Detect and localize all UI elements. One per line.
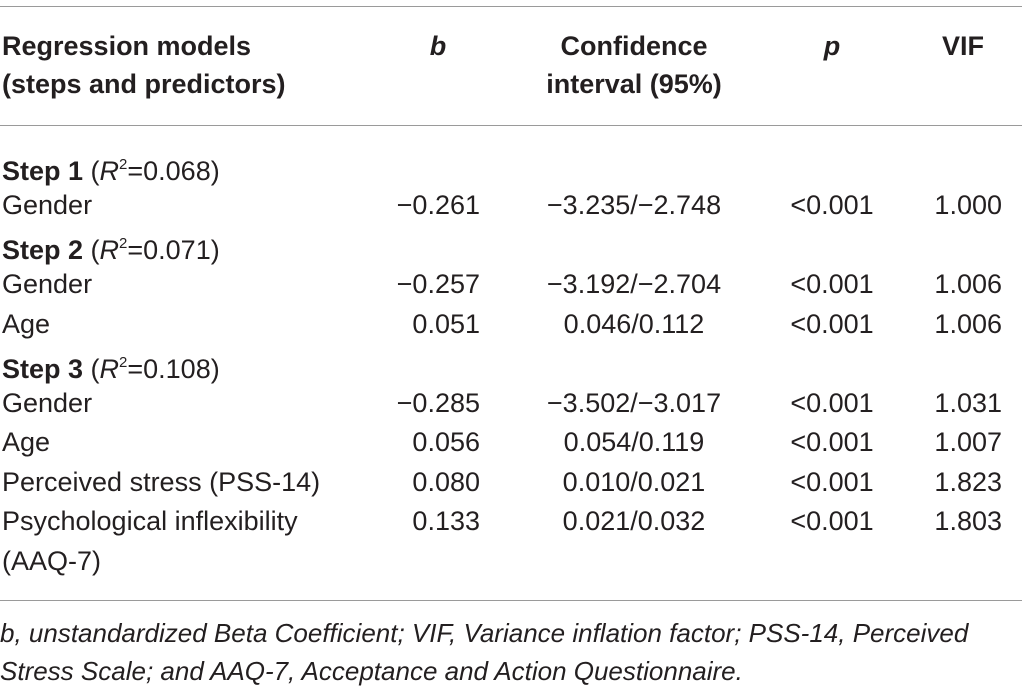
table-row-ci: 0.046/0.112 xyxy=(563,309,705,339)
step-1-label: Step 1 (R2=0.068) xyxy=(2,156,220,186)
table-row-b: 0.051 xyxy=(412,309,480,339)
header-models-line1: Regression models xyxy=(2,31,252,61)
table-row-p: <0.001 xyxy=(790,388,874,418)
step-2-r-sup: 2 xyxy=(119,235,128,252)
table-row-vif: 1.006 xyxy=(934,269,1002,299)
table-row-p: <0.001 xyxy=(790,190,874,220)
table-row-ci: 0.010/0.021 xyxy=(562,467,706,497)
table-row-vif: 1.803 xyxy=(934,506,1002,536)
step-1-r-value: =0.068 xyxy=(127,156,211,186)
step-2-r-value: =0.071 xyxy=(127,235,211,265)
table-row-vif: 1.000 xyxy=(934,190,1002,220)
table-row-ci: 0.021/0.032 xyxy=(562,506,706,536)
table-row-vif: 1.823 xyxy=(934,467,1002,497)
step-1-title: Step 1 xyxy=(2,156,84,186)
table-row-p: <0.001 xyxy=(790,506,874,536)
table-row-b: −0.257 xyxy=(396,269,480,299)
table-footnote: b, unstandardized Beta Coefficient; VIF,… xyxy=(0,618,969,686)
step-3-r-letter: R xyxy=(99,354,120,384)
table-row-p: <0.001 xyxy=(790,269,874,299)
step-2-title: Step 2 xyxy=(2,235,84,265)
table-row-predictor: Gender xyxy=(2,190,93,220)
table-row-predictor: Age xyxy=(2,427,51,457)
table-row-b: 0.056 xyxy=(412,427,480,457)
step-1-r-sup: 2 xyxy=(119,156,128,173)
table-row-p: <0.001 xyxy=(790,309,874,339)
table-row-predictor: Perceived stress (PSS-14) xyxy=(2,467,321,497)
table-row-vif: 1.006 xyxy=(934,309,1002,339)
table-row-b: −0.285 xyxy=(396,388,480,418)
step-3-title: Step 3 xyxy=(2,354,84,384)
table-row-b: 0.133 xyxy=(412,506,480,536)
header-vif: VIF xyxy=(941,31,985,61)
header-rule xyxy=(0,125,1022,126)
header-b: b xyxy=(429,31,447,61)
header-ci-line2: interval (95%) xyxy=(546,69,722,99)
table-row-ci: 0.054/0.119 xyxy=(563,427,705,457)
table-row-vif: 1.031 xyxy=(934,388,1002,418)
table-row-vif: 1.007 xyxy=(934,427,1002,457)
step-1-r-letter: R xyxy=(99,156,120,186)
table-row-b: 0.080 xyxy=(412,467,480,497)
table-row-predictor: Gender xyxy=(2,388,93,418)
table-row-ci: −3.192/−2.704 xyxy=(546,269,722,299)
table-row-b: −0.261 xyxy=(396,190,480,220)
table-top-rule xyxy=(0,6,1022,7)
step-3-label: Step 3 (R2=0.108) xyxy=(2,354,220,384)
header-ci-line1: Confidence xyxy=(560,31,708,61)
step-3-r-sup: 2 xyxy=(119,354,128,371)
table-row-predictor-line2: (AAQ-7) xyxy=(2,546,102,576)
step-2-label: Step 2 (R2=0.071) xyxy=(2,235,220,265)
table-row-p: <0.001 xyxy=(790,467,874,497)
table-row-p: <0.001 xyxy=(790,427,874,457)
table-row-ci: −3.235/−2.748 xyxy=(546,190,722,220)
step-3-r-value: =0.108 xyxy=(127,354,211,384)
table-row-ci: −3.502/−3.017 xyxy=(546,388,722,418)
table-row-predictor: Age xyxy=(2,309,51,339)
header-models-line2: (steps and predictors) xyxy=(2,69,286,99)
footer-rule xyxy=(0,600,1022,601)
step-2-r-letter: R xyxy=(99,235,120,265)
header-p: p xyxy=(823,31,841,61)
table-row-predictor: Gender xyxy=(2,269,93,299)
table-row-predictor-line1: Psychological inflexibility xyxy=(2,506,298,536)
